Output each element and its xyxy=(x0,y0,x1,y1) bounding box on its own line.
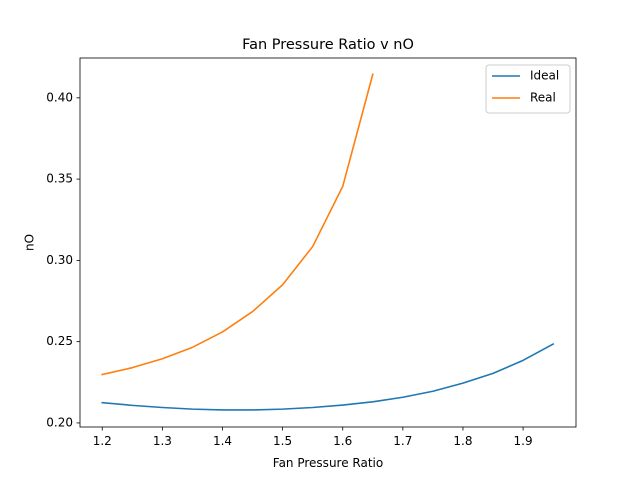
y-tick-label: 0.20 xyxy=(46,415,73,429)
y-axis-ticks: 0.20 0.25 0.30 0.35 0.40 xyxy=(46,90,80,429)
legend-label-real: Real xyxy=(530,91,556,105)
plot-frame xyxy=(79,57,577,428)
y-axis-title: nO xyxy=(23,234,37,251)
y-tick-label: 0.30 xyxy=(46,253,73,267)
x-axis-ticks: 1.2 1.3 1.4 1.5 1.6 1.7 1.8 1.9 xyxy=(93,427,533,448)
x-tick-label: 1.4 xyxy=(213,434,232,448)
series-layer xyxy=(101,73,555,411)
x-tick-label: 1.6 xyxy=(333,434,352,448)
legend-box xyxy=(485,64,571,114)
series-line-real xyxy=(101,73,374,376)
x-tick-label: 1.3 xyxy=(153,434,172,448)
y-tick-label: 0.25 xyxy=(46,334,73,348)
legend: Ideal Real xyxy=(485,64,571,114)
y-tick-label: 0.40 xyxy=(46,90,73,104)
x-tick-label: 1.5 xyxy=(273,434,292,448)
chart-title: Fan Pressure Ratio v nO xyxy=(242,37,414,53)
x-tick-label: 1.7 xyxy=(393,434,412,448)
legend-items: Ideal Real xyxy=(492,69,559,105)
x-tick-label: 1.8 xyxy=(453,434,472,448)
x-axis-title: Fan Pressure Ratio xyxy=(273,456,383,470)
plot-area xyxy=(80,58,576,427)
legend-label-ideal: Ideal xyxy=(530,69,559,83)
series-line-ideal xyxy=(101,343,555,411)
x-tick-label: 1.9 xyxy=(514,434,533,448)
x-tick-label: 1.2 xyxy=(93,434,112,448)
y-tick-label: 0.35 xyxy=(46,172,73,186)
